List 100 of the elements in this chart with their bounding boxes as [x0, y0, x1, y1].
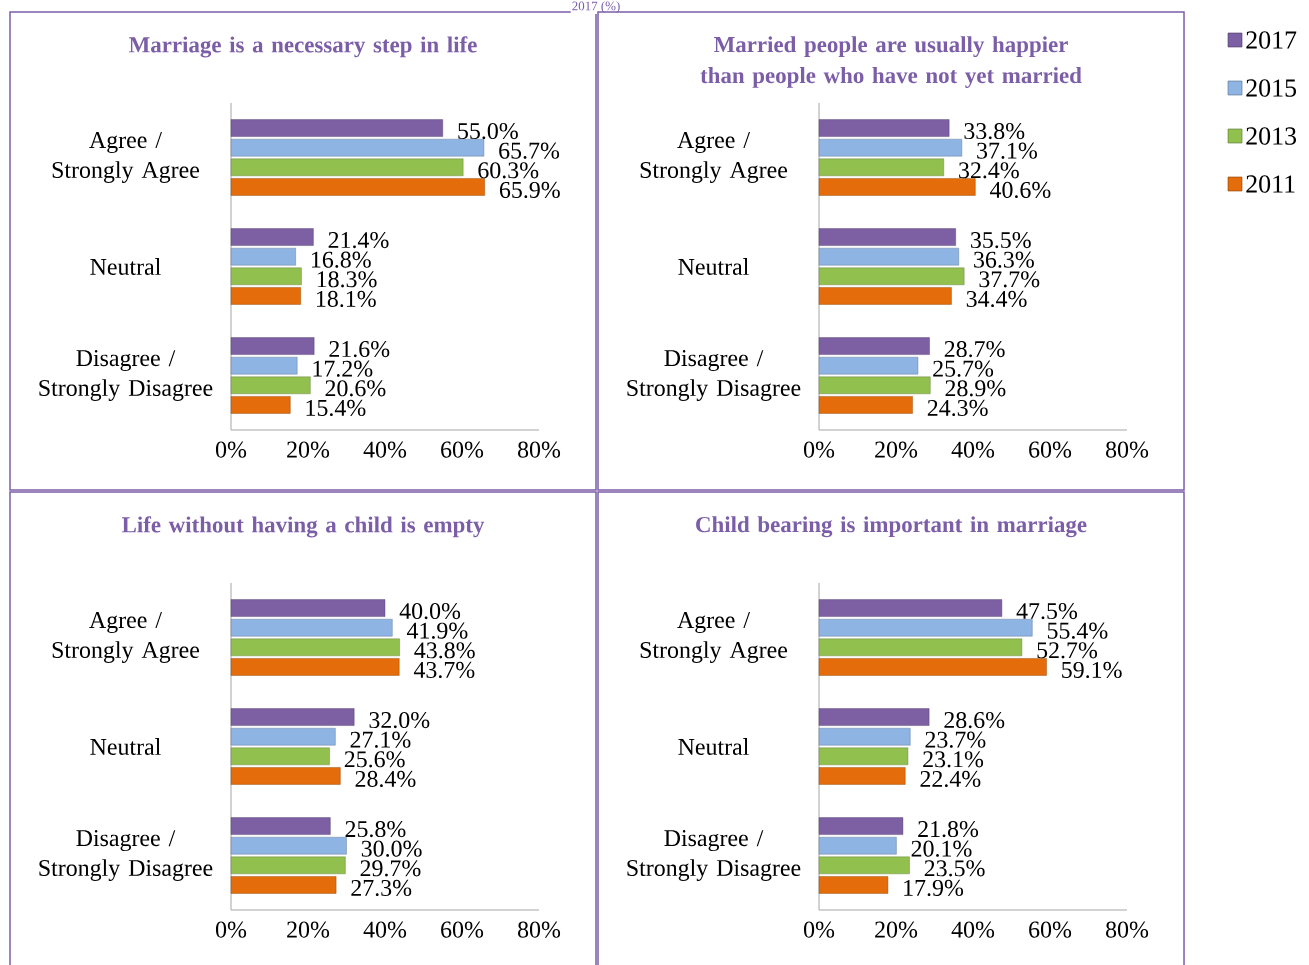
bar: [818, 638, 1023, 657]
bar: [818, 817, 904, 835]
x-tick-label: 60%: [441, 441, 484, 458]
bar: [818, 178, 976, 196]
data-label: 25.8%: [345, 820, 406, 838]
y-tick-label: Disagree / Strongly Disagree: [39, 350, 213, 401]
bar: [818, 267, 965, 286]
data-label: 21.4%: [328, 231, 389, 249]
x-tick-label: 40%: [951, 441, 995, 458]
bar: [230, 139, 485, 157]
y-tick-label: Disagree / Strongly Disagree: [627, 830, 801, 881]
x-tick-label: 40%: [363, 921, 407, 938]
bar: [230, 856, 346, 875]
data-label: 33.8%: [964, 122, 1025, 140]
x-tick-label: 0%: [215, 441, 247, 458]
bar: [230, 178, 485, 196]
bar: [818, 287, 952, 305]
data-label: 25.6%: [344, 751, 405, 768]
data-label: 32.4%: [959, 162, 1019, 179]
x-tick-label: 0%: [803, 441, 835, 458]
bar: [230, 767, 341, 785]
data-label: 28.6%: [944, 711, 1005, 729]
bar: [230, 837, 347, 855]
data-label: 21.6%: [329, 340, 390, 358]
bar: [230, 267, 302, 286]
data-label: 24.3%: [927, 399, 988, 417]
bar: [818, 767, 906, 785]
y-tick-label: Agree / Strongly Agree: [640, 612, 788, 663]
bar: [230, 228, 314, 246]
bar: [230, 119, 443, 137]
bar: [818, 837, 897, 855]
data-label: 40.6%: [990, 181, 1051, 199]
data-label: 29.7%: [360, 860, 421, 877]
bar: [818, 396, 913, 414]
bar: [818, 119, 950, 137]
x-tick-label: 0%: [215, 921, 247, 938]
y-tick-label: Agree / Strongly Agree: [52, 612, 200, 663]
bar: [230, 287, 301, 305]
x-tick-label: 60%: [441, 921, 484, 938]
data-label: 17.2%: [313, 360, 373, 377]
data-label: 20.6%: [325, 380, 386, 397]
x-tick-label: 20%: [287, 921, 330, 938]
data-label: 41.9%: [406, 622, 468, 639]
data-label: 27.3%: [351, 879, 412, 897]
data-label: 47.5%: [1016, 602, 1078, 620]
data-label: 23.5%: [924, 860, 985, 877]
bar: [230, 248, 296, 266]
data-label: 34.4%: [966, 290, 1027, 308]
text: 2017 (%): [572, 1, 620, 13]
bar: [230, 658, 400, 676]
legend-label: 2013: [1246, 127, 1297, 145]
x-tick-label: 40%: [951, 921, 995, 938]
y-tick-label: Neutral: [678, 738, 749, 755]
bar: [818, 599, 1003, 617]
x-tick-label: 80%: [517, 441, 561, 458]
chart-title: Marriage is a necessary step in life: [129, 36, 477, 58]
bar: [230, 376, 311, 395]
data-label: 23.1%: [923, 751, 984, 768]
bar: [230, 396, 291, 414]
data-label: 25.7%: [933, 360, 994, 377]
bar: [230, 599, 386, 617]
bar: [818, 747, 909, 766]
data-label: 59.1%: [1062, 661, 1122, 679]
x-tick-label: 60%: [1029, 921, 1072, 938]
data-label: 37.7%: [979, 271, 1040, 288]
data-label: 21.8%: [918, 820, 979, 838]
chart-title: Life without having a child is empty: [121, 516, 485, 538]
data-label: 37.1%: [977, 142, 1037, 159]
bar: [230, 638, 400, 657]
bar: [230, 747, 330, 766]
x-tick-label: 20%: [875, 441, 918, 458]
bar: [818, 876, 889, 894]
legend-label: 2015: [1246, 79, 1297, 97]
data-label: 55.4%: [1047, 622, 1108, 639]
data-label: 27.1%: [350, 731, 411, 748]
y-tick-label: Neutral: [90, 738, 161, 755]
x-tick-label: 0%: [803, 921, 835, 938]
chart-title: Married people are usually happier than people who have not yet married: [700, 36, 1082, 88]
x-tick-label: 20%: [287, 441, 330, 458]
data-label: 28.7%: [944, 340, 1005, 358]
data-label: 17.9%: [904, 879, 964, 897]
data-label: 52.7%: [1037, 642, 1098, 659]
bar: [230, 357, 298, 375]
y-tick-label: Neutral: [90, 258, 161, 275]
x-tick-label: 60%: [1029, 441, 1072, 458]
bar: [818, 728, 911, 746]
bar: [818, 357, 919, 375]
bar: [818, 228, 956, 246]
bar: [818, 658, 1047, 676]
bar: [818, 708, 930, 726]
data-label: 55.0%: [458, 122, 518, 140]
bar: [230, 619, 393, 637]
x-tick-label: 40%: [363, 441, 407, 458]
data-label: 18.3%: [317, 271, 377, 288]
x-tick-label: 20%: [875, 921, 918, 938]
data-label: 65.9%: [499, 181, 560, 199]
y-tick-label: Agree / Strongly Agree: [52, 132, 200, 183]
bar: [230, 337, 315, 355]
data-label: 18.1%: [316, 290, 376, 308]
bar: [818, 619, 1033, 637]
